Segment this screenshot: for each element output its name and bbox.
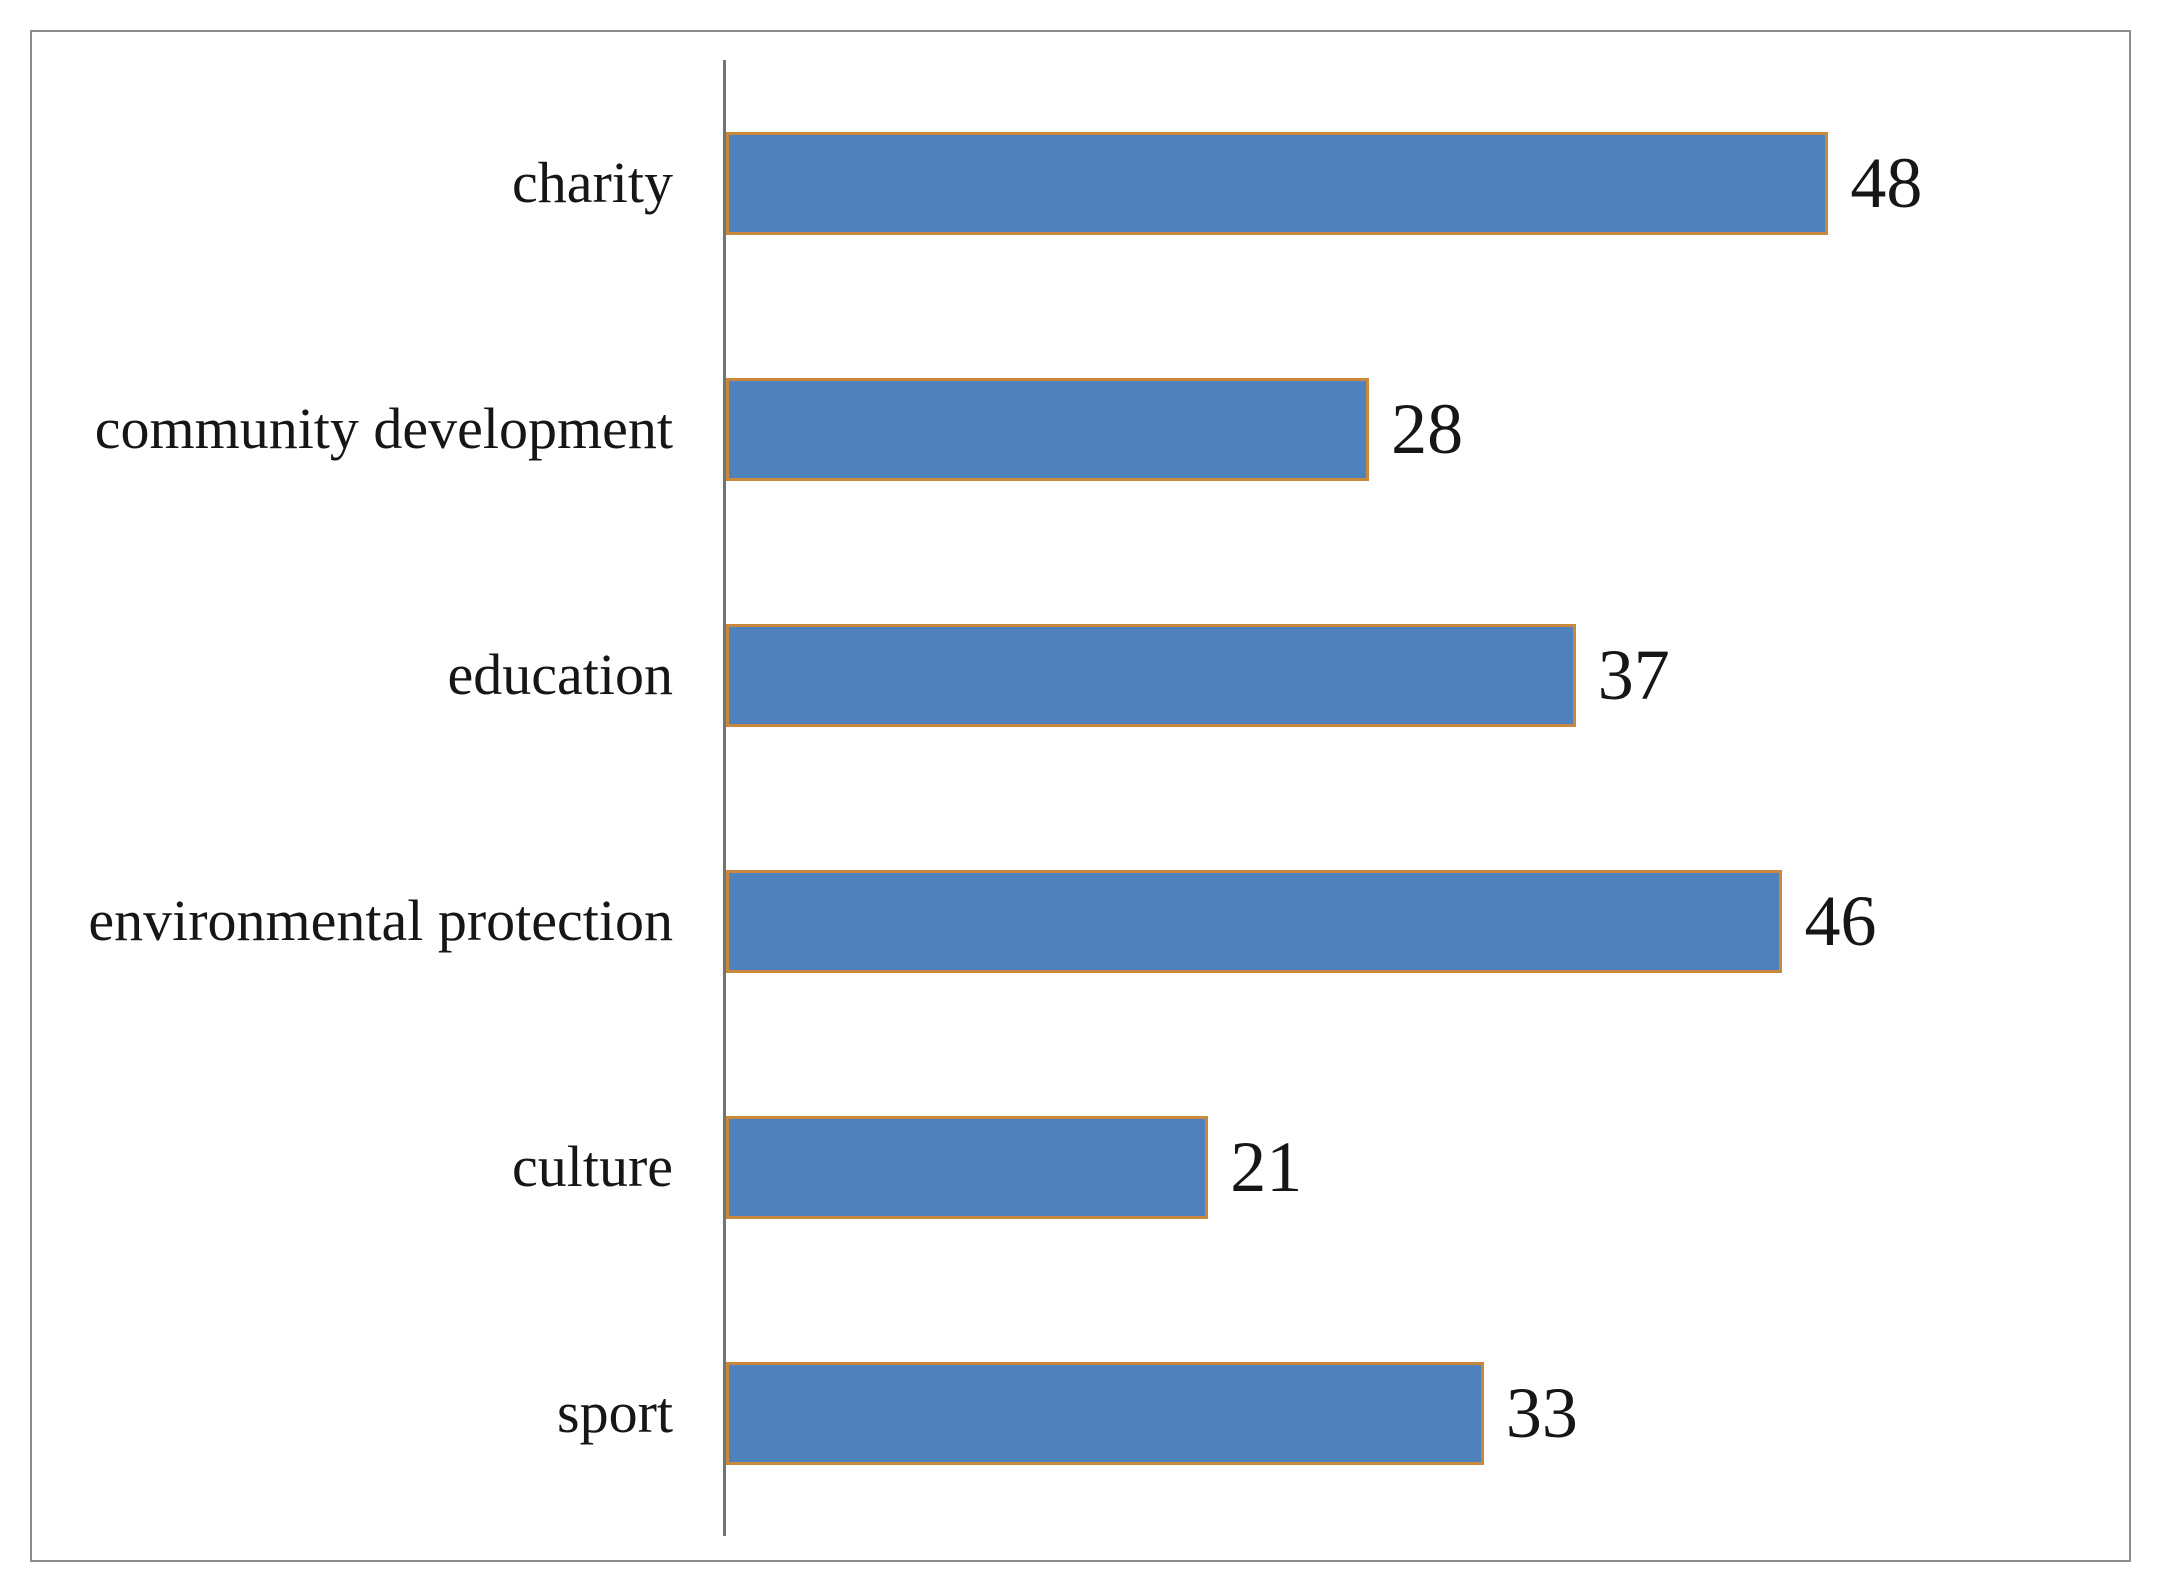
bar-row-charity: charity 48 bbox=[32, 60, 2129, 306]
bar-track: 46 bbox=[726, 869, 2104, 973]
bar-track: 28 bbox=[726, 377, 2104, 481]
category-label-culture: culture bbox=[511, 1134, 673, 1199]
category-label-environmental-protection: environmental protection bbox=[88, 888, 673, 953]
category-label-charity: charity bbox=[511, 150, 673, 215]
chart-frame: charity 48 community development 28 educ… bbox=[30, 30, 2131, 1562]
bar-rows: charity 48 community development 28 educ… bbox=[32, 60, 2129, 1536]
category-label-community-development: community development bbox=[94, 396, 673, 461]
value-label-culture: 21 bbox=[1230, 1127, 1303, 1207]
value-label-environmental-protection: 46 bbox=[1804, 881, 1877, 961]
bar-sport bbox=[726, 1361, 1484, 1465]
y-axis-line bbox=[723, 60, 726, 1536]
bar-row-culture: culture 21 bbox=[32, 1044, 2129, 1290]
bar-charity bbox=[726, 131, 1829, 235]
category-label-sport: sport bbox=[557, 1380, 673, 1445]
bar-track: 21 bbox=[726, 1115, 2104, 1219]
bar-community-development bbox=[726, 377, 1370, 481]
plot-area: charity 48 community development 28 educ… bbox=[32, 60, 2129, 1536]
bar-track: 48 bbox=[726, 131, 2104, 235]
value-label-charity: 48 bbox=[1850, 143, 1923, 223]
bar-track: 33 bbox=[726, 1361, 2104, 1465]
bar-environmental-protection bbox=[726, 869, 1783, 973]
value-label-sport: 33 bbox=[1505, 1373, 1578, 1453]
bar-row-environmental-protection: environmental protection 46 bbox=[32, 798, 2129, 1044]
value-label-education: 37 bbox=[1597, 635, 1670, 715]
bar-track: 37 bbox=[726, 623, 2104, 727]
category-label-education: education bbox=[447, 642, 673, 707]
bar-culture bbox=[726, 1115, 1209, 1219]
value-label-community-development: 28 bbox=[1391, 389, 1464, 469]
bar-row-community-development: community development 28 bbox=[32, 306, 2129, 552]
bar-row-sport: sport 33 bbox=[32, 1290, 2129, 1536]
bar-education bbox=[726, 623, 1576, 727]
bar-row-education: education 37 bbox=[32, 552, 2129, 798]
